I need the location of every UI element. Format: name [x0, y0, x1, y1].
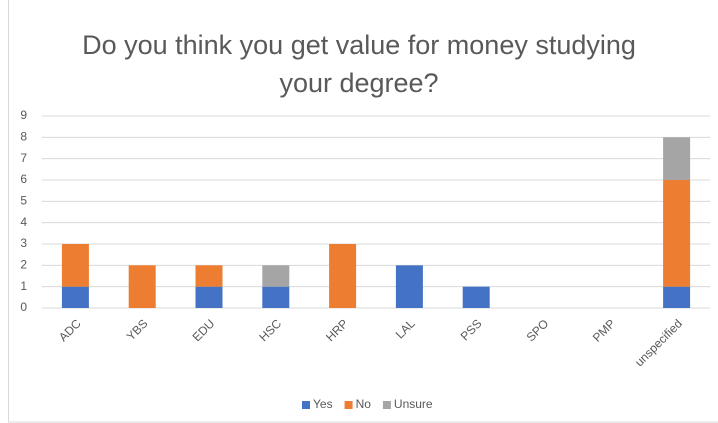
bar-segment: [663, 137, 691, 180]
x-tick-label: EDU: [190, 316, 218, 344]
x-tick-label: YBS: [124, 316, 151, 343]
bar-segment: [262, 286, 290, 308]
y-tick-label: 1: [20, 279, 27, 293]
y-tick-label: 4: [20, 215, 27, 229]
chart-title: Do you think you get value for money stu…: [82, 30, 636, 98]
legend-swatch: [382, 401, 391, 409]
legend-swatch: [344, 401, 353, 409]
bar-segment: [195, 286, 223, 308]
legend-label: Yes: [313, 397, 333, 411]
bar-segment: [462, 286, 490, 308]
bar-segment: [262, 265, 290, 287]
bar-segment: [61, 286, 89, 308]
y-tick-label: 0: [20, 300, 27, 314]
bar-segment: [663, 286, 691, 308]
x-tick-label: ADC: [56, 316, 84, 344]
bar-segment: [329, 244, 357, 308]
y-tick-label: 5: [20, 194, 27, 208]
x-tick-label: HSC: [256, 316, 284, 344]
bar-segment: [663, 180, 691, 287]
bar-segment: [128, 265, 156, 308]
chart-border: [8, 0, 718, 423]
x-tick-label: PSS: [458, 316, 485, 343]
x-tick-label: unspecified: [632, 316, 685, 369]
y-tick-label: 9: [20, 108, 27, 122]
y-tick-label: 8: [20, 130, 27, 144]
x-tick-label: PMP: [590, 316, 618, 344]
legend-swatch: [302, 401, 310, 409]
bar-segment: [395, 265, 423, 308]
legend-label: Unsure: [394, 397, 433, 411]
bar-segment: [195, 265, 223, 287]
y-tick-label: 3: [20, 236, 27, 250]
y-tick-label: 7: [20, 151, 27, 165]
x-tick-label: LAL: [393, 316, 418, 341]
y-tick-label: 2: [20, 258, 27, 272]
legend-label: No: [356, 397, 372, 411]
x-tick-label: SPO: [524, 316, 552, 344]
y-tick-label: 6: [20, 172, 27, 186]
bar-segment: [61, 244, 89, 287]
x-tick-label: HRP: [323, 316, 351, 344]
